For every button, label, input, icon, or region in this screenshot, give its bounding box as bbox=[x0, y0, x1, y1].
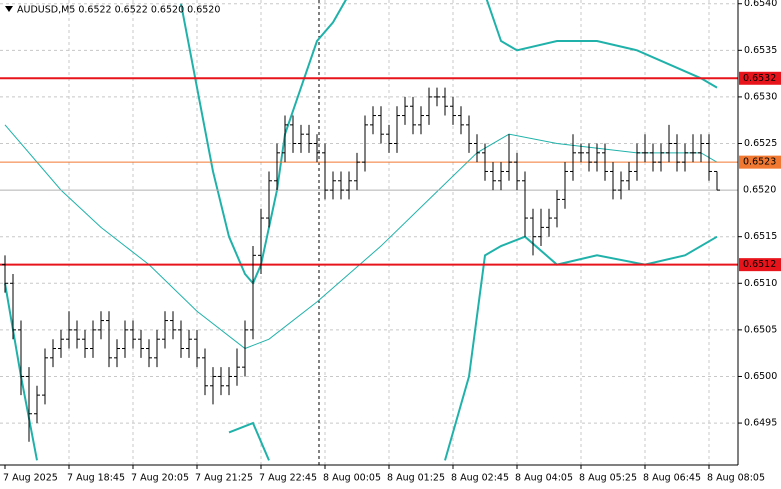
y-tick-label: 0.6495 bbox=[744, 418, 777, 429]
y-tick-label: 0.6500 bbox=[744, 371, 777, 382]
axes: 0.6540 0.6535 0.6530 0.6525 0.6515 0.6510 0.65… bbox=[3, 0, 781, 484]
x-tick-label: 8 Aug 05:25 bbox=[579, 473, 637, 484]
x-tick-label: 7 Aug 20:05 bbox=[131, 473, 189, 484]
grid bbox=[0, 0, 738, 465]
plot-area bbox=[0, 0, 738, 461]
y-tick-label: 0.6535 bbox=[744, 45, 777, 56]
y-tick-label: 0.6530 bbox=[744, 91, 777, 102]
current-price-box bbox=[739, 183, 781, 197]
level-label-box bbox=[739, 258, 781, 272]
x-tick-label: 7 Aug 2025 bbox=[3, 473, 58, 484]
level-label-box bbox=[739, 155, 781, 169]
x-tick-label: 8 Aug 01:25 bbox=[387, 473, 445, 484]
y-tick-label: 0.6540 bbox=[744, 0, 777, 9]
x-tick-label: 8 Aug 06:45 bbox=[643, 473, 701, 484]
x-tick-label: 7 Aug 18:45 bbox=[67, 473, 125, 484]
x-tick-label: 8 Aug 00:05 bbox=[323, 473, 381, 484]
y-tick-label: 0.6510 bbox=[744, 278, 777, 289]
level-label: 0.6532 bbox=[743, 73, 776, 84]
level-label-box bbox=[739, 71, 781, 85]
x-tick-label: 8 Aug 08:05 bbox=[707, 473, 765, 484]
chart-title: AUDUSD,M5 0.6522 0.6522 0.6520 0.6520 bbox=[17, 5, 220, 16]
current-price-label: 0.6520 bbox=[743, 185, 776, 196]
x-tick-label: 7 Aug 21:25 bbox=[195, 473, 253, 484]
y-tick-label: 0.6505 bbox=[744, 324, 777, 335]
symbol-icon bbox=[5, 6, 13, 12]
level-label: 0.6523 bbox=[743, 157, 776, 168]
y-tick-label: 0.6515 bbox=[744, 231, 777, 242]
level-label: 0.6512 bbox=[743, 259, 776, 270]
x-tick-label: 7 Aug 22:45 bbox=[259, 473, 317, 484]
x-tick-label: 8 Aug 04:05 bbox=[515, 473, 573, 484]
x-tick-label: 8 Aug 02:45 bbox=[451, 473, 509, 484]
y-tick-label: 0.6525 bbox=[744, 138, 777, 149]
